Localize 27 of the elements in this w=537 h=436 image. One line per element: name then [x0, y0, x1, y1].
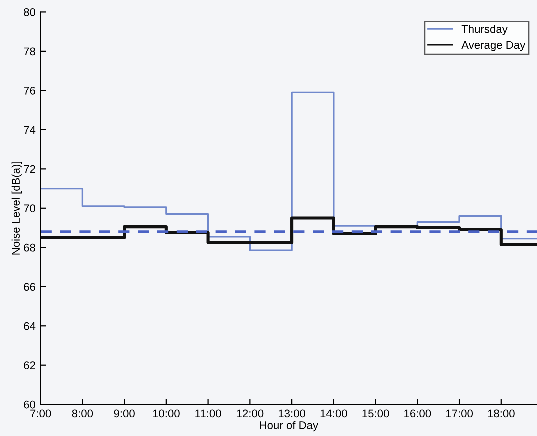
- y-tick-label: 60: [24, 400, 36, 409]
- legend-label: Thursday: [462, 25, 508, 36]
- x-tick-label: 7:00: [30, 410, 52, 418]
- x-tick-label: 17:00: [446, 410, 474, 418]
- y-tick-label: 62: [24, 362, 36, 370]
- y-tick-label: 80: [24, 8, 36, 16]
- x-tick-label: 8:00: [72, 410, 94, 418]
- x-tick-label: 14:00: [320, 410, 348, 418]
- y-tick-label: 68: [24, 244, 36, 252]
- y-tick-label: 70: [24, 204, 36, 213]
- y-axis-title: Noise Level [dB(a)]: [12, 162, 22, 255]
- y-tick-label: 64: [24, 322, 36, 330]
- x-tick-label: 15:00: [362, 410, 390, 418]
- x-tick-label: 11:00: [196, 410, 222, 418]
- y-tick-label: 78: [24, 48, 36, 56]
- y-tick-label: 72: [24, 165, 36, 174]
- x-tick-label: 12:00: [237, 410, 264, 418]
- y-tick-label: 76: [24, 86, 36, 95]
- x-tick-label: 13:00: [278, 410, 306, 418]
- y-tick-label: 74: [24, 126, 36, 134]
- y-tick-label: 66: [24, 283, 36, 292]
- x-tick-label: 18:00: [488, 410, 515, 418]
- x-tick-label: 16:00: [404, 410, 432, 418]
- x-tick-label: 10:00: [153, 410, 180, 418]
- x-axis-title: Hour of Day: [260, 421, 319, 432]
- legend-label: Average Day: [462, 41, 526, 52]
- x-tick-label: 9:00: [114, 410, 135, 418]
